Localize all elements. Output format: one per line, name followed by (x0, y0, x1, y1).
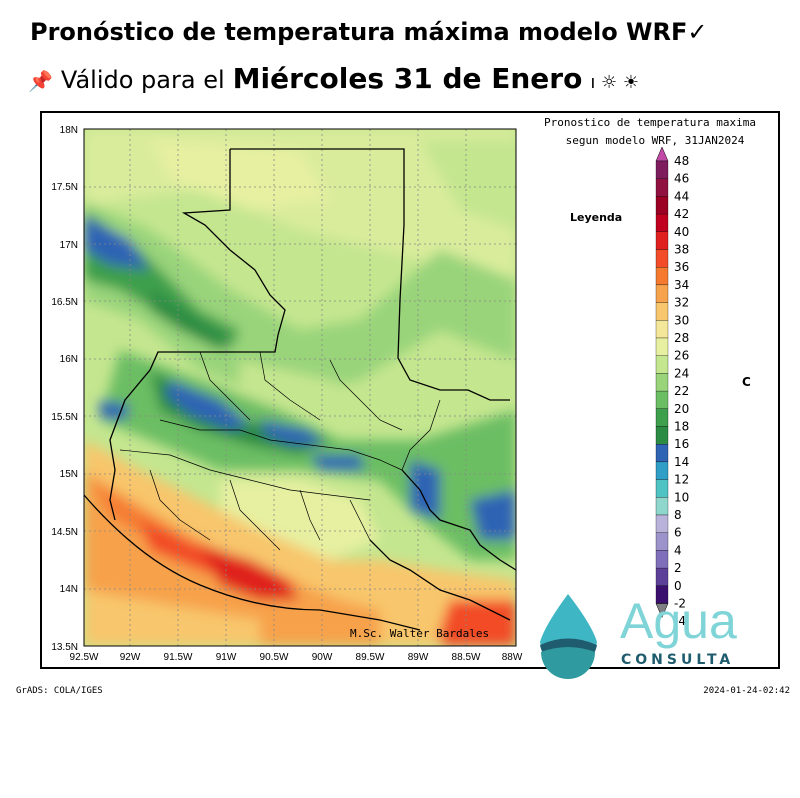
colorbar-swatch (655, 267, 669, 286)
colorbar-swatch (655, 213, 669, 232)
page-title: Pronóstico de temperatura máxima modelo … (30, 18, 708, 46)
unit-label: C (742, 375, 751, 389)
colorbar-cap-bottom (655, 603, 669, 619)
colorbar-swatch (655, 408, 669, 427)
colorbar-swatch (655, 390, 669, 409)
grid-lines (84, 129, 516, 646)
colorbar-swatch (655, 426, 669, 445)
colorbar-cap-top (655, 146, 669, 162)
lon-label: 92.5W (70, 652, 99, 663)
valid-day: Miércoles 31 de Enero (232, 62, 583, 95)
colorbar-label: 12 (674, 473, 689, 487)
lat-label: 15N (60, 469, 78, 480)
lat-label: 16.5N (51, 297, 78, 308)
colorbar-label: 42 (674, 207, 689, 221)
lon-label: 90.5W (260, 652, 289, 663)
colorbar-label: 14 (674, 455, 689, 469)
colorbar-swatch (655, 444, 669, 463)
colorbar-label: 18 (674, 420, 689, 434)
colorbar-label: -4 (674, 614, 686, 628)
colorbar-swatch (655, 196, 669, 215)
colorbar-swatch (655, 160, 669, 179)
colorbar-swatch (655, 284, 669, 303)
lon-label: 88W (502, 652, 523, 663)
colorbar-label: 2 (674, 561, 682, 575)
colorbar-label: 40 (674, 225, 689, 239)
plot-title-line2: segun modelo WRF, 31JAN2024 (566, 134, 745, 147)
colorbar-swatch (655, 479, 669, 498)
colorbar-label: 34 (674, 278, 689, 292)
colorbar-swatch (655, 532, 669, 551)
colorbar-swatch (655, 373, 669, 392)
lat-label: 14N (60, 584, 78, 595)
plot-area-border (83, 128, 517, 647)
legend-title: Leyenda (570, 211, 622, 224)
plot-title-line1: Pronostico de temperatura maxima (544, 116, 756, 129)
colorbar-label: 32 (674, 296, 689, 310)
footer-right: 2024-01-24-02:42 (703, 686, 790, 696)
colorbar-swatch (655, 302, 669, 321)
colorbar-label: 22 (674, 384, 689, 398)
colorbar-label: 24 (674, 366, 689, 380)
colorbar-swatch (655, 231, 669, 250)
drop-wave-inner (541, 647, 595, 679)
lon-label: 92W (120, 652, 141, 663)
lat-label: 13.5N (51, 642, 78, 653)
logo-sub: CONSULTA (621, 652, 734, 668)
temperature-field (84, 129, 516, 646)
lon-axis: 92.5W 92W 91.5W 91W 90.5W 90W 89.5W 89W … (70, 652, 523, 663)
colorbar-label: 26 (674, 349, 689, 363)
colorbar-swatch (655, 550, 669, 569)
colorbar-swatch (655, 514, 669, 533)
colorbar: 4846444240383634323028262422201816141210… (655, 146, 689, 628)
colorbar-label: 36 (674, 260, 689, 274)
colorbar-swatch (655, 567, 669, 586)
colorbar-label: 20 (674, 402, 689, 416)
colorbar-label: 44 (674, 189, 689, 203)
validity-line: 📌 Válido para el Miércoles 31 de Enero ı… (28, 62, 639, 95)
colorbar-label: -2 (674, 597, 686, 611)
colorbar-label: 0 (674, 579, 682, 593)
lat-label: 16N (60, 354, 78, 365)
colorbar-label: 6 (674, 526, 682, 540)
colorbar-label: 30 (674, 313, 689, 327)
lon-label: 91.5W (164, 652, 193, 663)
pin-icon: 📌 (28, 69, 53, 93)
lon-label: 89W (408, 652, 429, 663)
map-frame (40, 111, 780, 669)
author-credit: M.Sc. Walter Bardales (350, 627, 489, 640)
colorbar-swatch (655, 320, 669, 339)
agua-consulta-logo: Agua CONSULTA (540, 593, 737, 679)
lon-label: 90W (312, 652, 333, 663)
lat-axis: 18N 17.5N 17N 16.5N 16N 15.5N 15N 14.5N … (51, 125, 78, 653)
colorbar-swatch (655, 337, 669, 356)
lat-label: 17N (60, 240, 78, 251)
colorbar-swatch (655, 497, 669, 516)
lat-label: 17.5N (51, 182, 78, 193)
logo-word: Agua (620, 593, 737, 649)
country-borders (83, 148, 517, 631)
colorbar-swatch (655, 355, 669, 374)
lon-label: 89.5W (356, 652, 385, 663)
colorbar-swatch (655, 461, 669, 480)
lat-label: 18N (60, 125, 78, 136)
colorbar-label: 28 (674, 331, 689, 345)
colorbar-swatch (655, 249, 669, 268)
colorbar-label: 46 (674, 172, 689, 186)
colorbar-label: 38 (674, 243, 689, 257)
lat-label: 15.5N (51, 412, 78, 423)
colorbar-label: 16 (674, 437, 689, 451)
colorbar-label: 10 (674, 490, 689, 504)
lon-label: 91W (216, 652, 237, 663)
footer-left: GrADS: COLA/IGES (16, 686, 103, 696)
colorbar-label: 4 (674, 543, 682, 557)
weather-icons: ı ☼ ☀ (590, 72, 640, 93)
valid-prefix: Válido para el (60, 66, 225, 94)
lon-label: 88.5W (452, 652, 481, 663)
colorbar-swatch (655, 178, 669, 197)
colorbar-label: 8 (674, 508, 682, 522)
colorbar-label: 48 (674, 154, 689, 168)
lat-label: 14.5N (51, 527, 78, 538)
